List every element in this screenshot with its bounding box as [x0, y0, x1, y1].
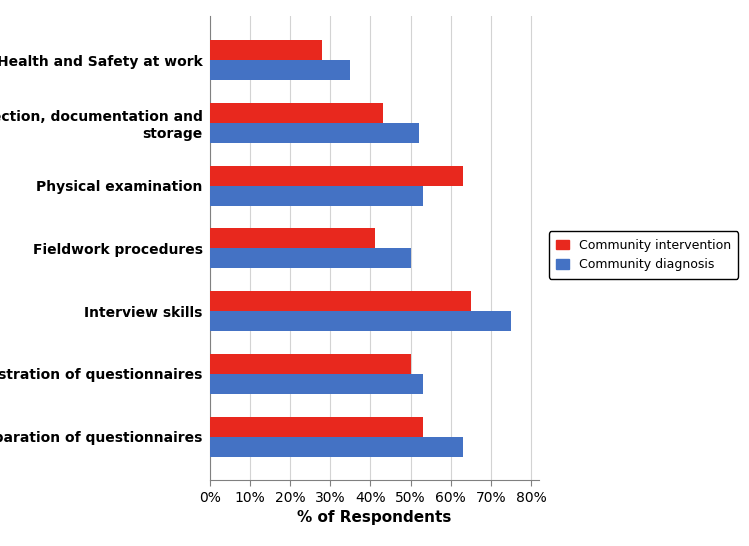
Bar	[210, 40, 322, 60]
X-axis label: % of Respondents: % of Respondents	[297, 511, 452, 525]
Bar	[210, 165, 463, 186]
Bar	[210, 60, 351, 80]
Bar	[210, 291, 471, 311]
Bar	[210, 186, 422, 206]
Legend: Community intervention, Community diagnosis: Community intervention, Community diagno…	[549, 232, 739, 278]
Bar	[210, 123, 419, 143]
Bar	[210, 248, 410, 269]
Bar	[210, 103, 383, 123]
Bar	[210, 228, 374, 248]
Bar	[210, 311, 511, 331]
Bar	[210, 354, 410, 374]
Bar	[210, 437, 463, 456]
Bar	[210, 374, 422, 394]
Bar	[210, 417, 422, 437]
